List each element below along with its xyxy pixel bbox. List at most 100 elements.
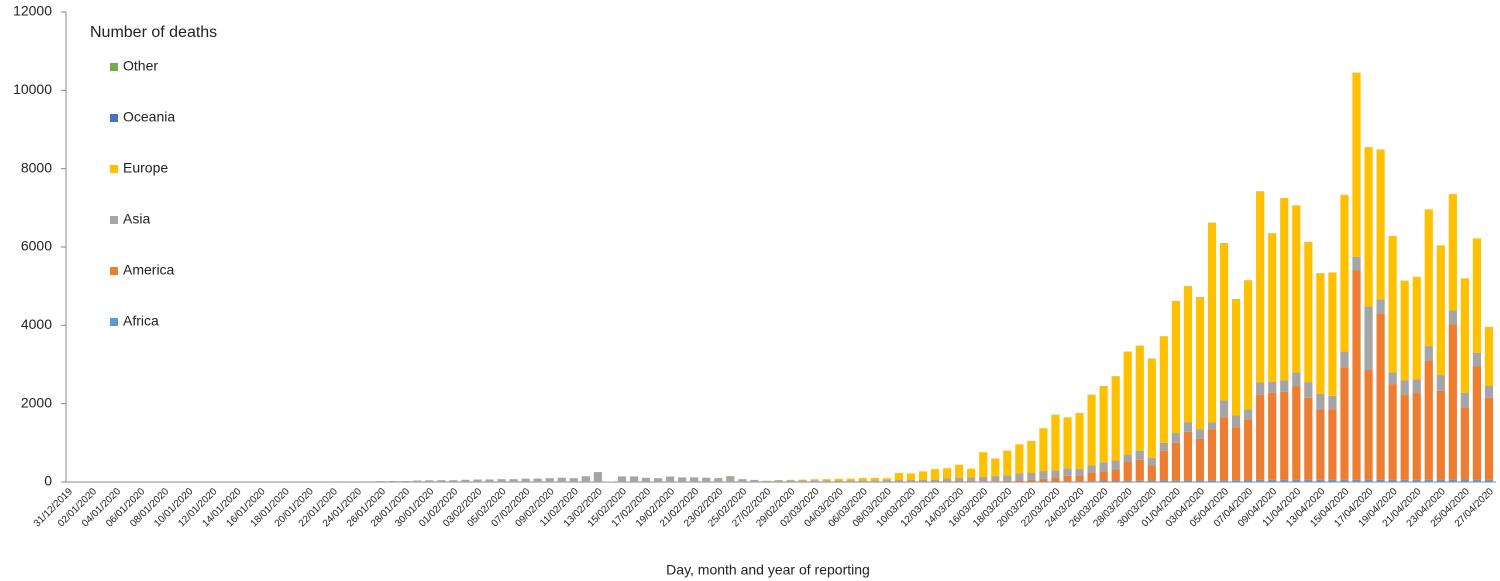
bar-segment: [1075, 475, 1084, 482]
bar-segment: [641, 477, 651, 482]
bar-segment: [1003, 480, 1012, 482]
bar-segment: [653, 478, 663, 482]
bar-segment: [1147, 465, 1156, 481]
bar-segment: [1352, 72, 1361, 257]
bar-segment: [1003, 450, 1012, 476]
bar-segment: [1039, 478, 1048, 482]
bar-segment: [1027, 479, 1036, 482]
bar-segment: [1003, 475, 1012, 481]
bar-segment: [1268, 233, 1277, 382]
bar-segment: [1207, 222, 1217, 423]
bar-segment: [1075, 481, 1084, 482]
bar-segment: [1051, 477, 1060, 482]
bar-segment: [846, 480, 855, 482]
y-tick-label: 12000: [13, 3, 52, 19]
bar-segment: [1400, 380, 1409, 396]
bar-segment: [1219, 243, 1229, 401]
bar-segment: [1364, 306, 1373, 370]
bar-segment: [930, 479, 940, 482]
bar-segment: [1183, 431, 1193, 481]
bar-segment: [894, 473, 904, 481]
bar-segment: [1448, 310, 1457, 325]
bar-segment: [1015, 480, 1024, 482]
bar-segment: [714, 478, 723, 482]
bar-segment: [1460, 407, 1469, 480]
bar-segment: [1292, 372, 1301, 387]
bar-segment: [1111, 460, 1120, 470]
bar-segment: [1171, 442, 1180, 481]
bar-segment: [1448, 194, 1457, 311]
bar-segment: [798, 479, 807, 481]
bar-segment: [894, 480, 904, 482]
legend-label: Oceania: [123, 109, 175, 125]
bar-segment: [1087, 481, 1096, 482]
bar-segment: [1268, 479, 1277, 482]
bar-segment: [1424, 346, 1433, 361]
bar-segment: [1388, 372, 1397, 385]
bar-segment: [1412, 276, 1421, 380]
bar-segment: [1171, 433, 1180, 443]
bar-segment: [786, 480, 795, 482]
bar-segment: [834, 478, 843, 481]
bar-segment: [1364, 369, 1373, 480]
bar-segment: [437, 480, 446, 482]
bar-segment: [1147, 480, 1156, 482]
bar-segment: [1123, 461, 1132, 481]
bar-segment: [1352, 479, 1361, 482]
legend-swatch: [110, 267, 118, 275]
bar-segment: [389, 480, 398, 482]
legend-swatch: [110, 63, 118, 71]
bar-segment: [1328, 272, 1337, 396]
bar-segment: [1159, 442, 1168, 451]
bar-segment: [1376, 149, 1385, 300]
bar-segment: [942, 468, 952, 479]
bar-segment: [1075, 469, 1084, 476]
bar-segment: [702, 477, 711, 482]
bar-segment: [1268, 381, 1277, 393]
bar-segment: [991, 476, 1000, 482]
bar-segment: [1400, 395, 1409, 480]
bar-segment: [858, 478, 867, 481]
bar-segment: [1460, 392, 1469, 408]
bar-segment: [461, 479, 470, 482]
bar-segment: [870, 477, 879, 481]
legend-label: Europe: [123, 160, 168, 176]
bar-segment: [1340, 195, 1349, 352]
bar-segment: [726, 476, 735, 482]
bar-segment: [1328, 479, 1337, 482]
legend-label: Asia: [123, 211, 150, 227]
bar-segment: [690, 477, 699, 482]
bar-segment: [1472, 352, 1482, 367]
bar-segment: [364, 481, 374, 482]
bar-segment: [1099, 471, 1108, 482]
bar-segment: [1316, 273, 1325, 394]
bar-segment: [1099, 462, 1108, 472]
bar-segment: [1207, 429, 1217, 481]
bar-segment: [1436, 245, 1445, 376]
bar-segment: [1099, 481, 1108, 482]
bar-segment: [629, 476, 639, 482]
bar-segment: [1472, 479, 1482, 482]
bar-segment: [449, 480, 458, 482]
y-tick-label: 8000: [21, 159, 52, 175]
bar-segment: [1159, 336, 1168, 443]
bar-segment: [1436, 479, 1445, 482]
bar-segment: [1219, 417, 1229, 481]
bar-segment: [870, 480, 879, 482]
bar-segment: [1256, 382, 1265, 395]
bar-segment: [1412, 479, 1421, 482]
bar-segment: [1244, 480, 1253, 482]
bar-segment: [581, 476, 590, 482]
bar-segment: [930, 469, 940, 480]
y-tick-label: 0: [44, 473, 52, 489]
bar-segment: [1484, 479, 1494, 482]
bar-segment: [906, 473, 916, 481]
bar-segment: [1316, 393, 1325, 410]
bar-segment: [1183, 286, 1193, 423]
bar-segment: [1159, 450, 1168, 481]
bar-segment: [1244, 280, 1253, 410]
bar-segment: [822, 480, 831, 482]
bar-segment: [1448, 479, 1457, 482]
bar-segment: [774, 480, 783, 482]
